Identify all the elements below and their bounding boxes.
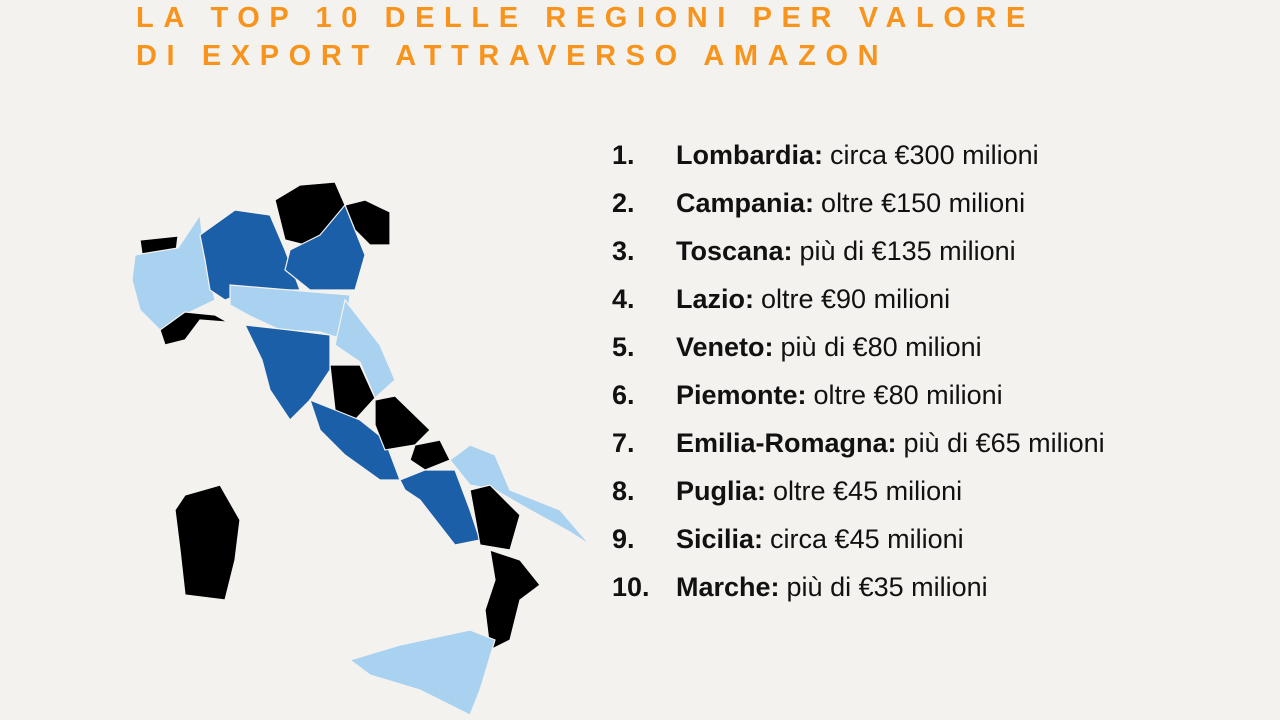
region-shape — [131, 213, 216, 331]
region-name: Piemonte: — [676, 380, 807, 410]
export-value: più di €80 milioni — [780, 332, 982, 362]
entry: Lazio: oltre €90 milioni — [676, 284, 950, 315]
region-shape — [159, 311, 246, 346]
export-value: più di €135 milioni — [799, 236, 1016, 266]
rank: 6. — [612, 380, 635, 410]
region-shape — [174, 484, 241, 601]
region-name: Emilia-Romagna: — [676, 428, 897, 458]
region-shape — [344, 199, 391, 246]
title-line: LA TOP 10 DELLE REGIONI PER VALORE — [136, 2, 1035, 34]
rank: 10. — [612, 572, 650, 602]
rank: 1. — [612, 140, 635, 170]
region-name: Marche: — [676, 572, 780, 602]
entry: Puglia: oltre €45 milioni — [676, 476, 962, 507]
rank: 2. — [612, 188, 635, 218]
entry: Toscana: più di €135 milioni — [676, 236, 1016, 267]
region-name: Veneto: — [676, 332, 774, 362]
title-line: DI EXPORT ATTRAVERSO AMAZON — [136, 40, 889, 72]
entry: Marche: più di €35 milioni — [676, 572, 988, 603]
region-shape — [329, 364, 376, 421]
export-value: oltre €90 milioni — [761, 284, 951, 314]
region-name: Puglia: — [676, 476, 767, 506]
italy-map — [131, 181, 591, 716]
export-value: circa €300 milioni — [830, 140, 1039, 170]
rank: 5. — [612, 332, 635, 362]
entry: Lombardia: circa €300 milioni — [676, 140, 1039, 171]
region-shape — [409, 439, 451, 471]
rank: 8. — [612, 476, 635, 506]
entry: Sicilia: circa €45 milioni — [676, 524, 964, 555]
region-shape — [484, 549, 541, 651]
export-value: oltre €80 milioni — [813, 380, 1003, 410]
region-name: Sicilia: — [676, 524, 764, 554]
entry: Piemonte: oltre €80 milioni — [676, 380, 1003, 411]
entry: Emilia-Romagna: più di €65 milioni — [676, 428, 1105, 459]
export-value: più di €65 milioni — [903, 428, 1105, 458]
rank: 3. — [612, 236, 635, 266]
entry: Campania: oltre €150 milioni — [676, 188, 1025, 219]
region-shape — [469, 484, 521, 551]
region-shape — [348, 629, 496, 716]
entry: Veneto: più di €80 milioni — [676, 332, 982, 363]
region-name: Campania: — [676, 188, 815, 218]
export-value: circa €45 milioni — [770, 524, 964, 554]
region-name: Lombardia: — [676, 140, 824, 170]
region-shape — [229, 284, 351, 341]
export-value: più di €35 milioni — [786, 572, 988, 602]
rank: 9. — [612, 524, 635, 554]
region-name: Lazio: — [676, 284, 754, 314]
region-shape — [374, 395, 431, 451]
region-name: Toscana: — [676, 236, 793, 266]
export-value: oltre €45 milioni — [773, 476, 963, 506]
export-value: oltre €150 milioni — [821, 188, 1026, 218]
rank: 7. — [612, 428, 635, 458]
rank: 4. — [612, 284, 635, 314]
